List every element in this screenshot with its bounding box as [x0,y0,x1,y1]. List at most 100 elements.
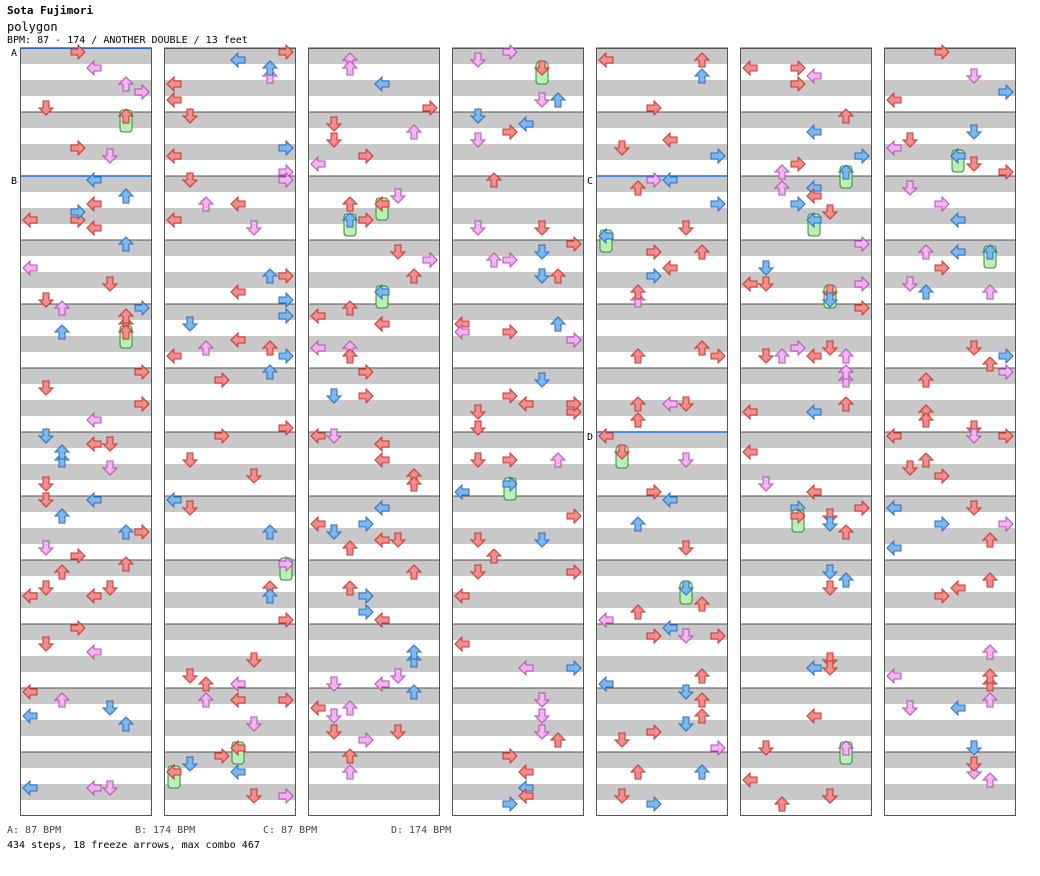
beat-stripe [740,112,872,128]
beat-stripe [884,368,1016,384]
beat-stripe [884,144,1016,160]
step-arrow-quarter-icon [454,587,470,605]
step-arrow-quarter-icon [677,396,695,412]
beat-stripe [884,528,1016,544]
beat-stripe [20,624,152,640]
step-arrow-eighth-icon [950,699,966,717]
step-arrow-sixteenth-icon [917,244,935,260]
step-arrow-quarter-icon [405,268,423,284]
step-arrow-quarter-icon [341,580,359,596]
chart-column [884,48,1016,816]
step-arrow-quarter-icon [693,596,711,612]
step-arrow-eighth-icon [261,588,279,604]
step-arrow-quarter-icon [310,699,326,717]
step-arrow-quarter-icon [389,724,407,740]
beat-stripe [884,176,1016,192]
step-summary: 434 steps, 18 freeze arrows, max combo 4… [7,840,260,851]
step-arrow-quarter-icon [613,444,631,460]
beat-stripe [884,464,1016,480]
step-arrow-quarter-icon [950,579,966,597]
step-arrow-sixteenth-icon [998,515,1014,533]
step-arrow-sixteenth-icon [901,276,919,292]
bpm-legend-b: B: 174 BPM [135,825,196,836]
step-arrow-sixteenth-icon [965,428,983,444]
step-arrow-quarter-icon [821,204,839,220]
step-arrow-quarter-icon [518,787,534,805]
step-arrow-quarter-icon [261,340,279,356]
step-arrow-quarter-icon [278,611,294,629]
step-arrow-quarter-icon [965,340,983,356]
step-arrow-sixteenth-icon [886,139,902,157]
beat-stripe [452,688,584,704]
step-arrow-quarter-icon [821,580,839,596]
beat-stripe [308,656,440,672]
step-arrow-quarter-icon [934,259,950,277]
step-arrow-sixteenth-icon [310,155,326,173]
step-arrow-quarter-icon [821,660,839,676]
beat-stripe [164,48,296,64]
beat-stripe [20,496,152,512]
step-arrow-quarter-icon [613,732,631,748]
chart-column [164,48,296,816]
step-arrow-quarter-icon [693,244,711,260]
beat-stripe [740,784,872,800]
step-arrow-quarter-icon [278,419,294,437]
step-arrow-quarter-icon [981,356,999,372]
step-arrow-eighth-icon [341,212,359,228]
step-arrow-eighth-icon [837,572,855,588]
beat-stripe [740,336,872,352]
beat-stripe [596,80,728,96]
step-arrow-quarter-icon [22,587,38,605]
beat-stripe [596,336,728,352]
step-arrow-sixteenth-icon [646,171,662,189]
beat-stripe [884,656,1016,672]
step-arrow-eighth-icon [278,139,294,157]
beat-stripe [740,208,872,224]
chart-column [740,48,872,816]
step-arrow-eighth-icon [693,68,711,84]
step-arrow-quarter-icon [934,587,950,605]
beat-stripe [740,656,872,672]
step-arrow-sixteenth-icon [245,716,263,732]
beat-stripe [884,80,1016,96]
step-arrow-quarter-icon [998,163,1014,181]
beat-stripe [164,336,296,352]
beat-stripe [164,272,296,288]
beat-stripe [452,624,584,640]
step-arrow-quarter-icon [181,108,199,124]
step-arrow-eighth-icon [117,236,135,252]
step-arrow-sixteenth-icon [981,692,999,708]
step-arrow-quarter-icon [70,139,86,157]
step-arrow-quarter-icon [806,347,822,365]
beat-stripe [740,368,872,384]
step-arrow-eighth-icon [629,516,647,532]
beat-stripe [308,304,440,320]
beat-stripe [596,784,728,800]
step-arrow-quarter-icon [166,347,182,365]
step-arrow-quarter-icon [693,708,711,724]
step-arrow-eighth-icon [965,740,983,756]
step-arrow-quarter-icon [181,452,199,468]
step-arrow-quarter-icon [117,324,135,340]
step-arrow-quarter-icon [710,347,726,365]
step-arrow-quarter-icon [469,452,487,468]
step-arrow-quarter-icon [790,59,806,77]
step-arrow-sixteenth-icon [86,411,102,429]
step-arrow-quarter-icon [341,300,359,316]
step-arrow-quarter-icon [757,740,775,756]
step-arrow-quarter-icon [310,307,326,325]
step-arrow-eighth-icon [117,524,135,540]
beat-stripe [740,48,872,64]
section-marker: C [587,176,593,187]
step-arrow-eighth-icon [806,123,822,141]
beat-stripe [884,432,1016,448]
step-arrow-eighth-icon [22,707,38,725]
step-arrow-eighth-icon [278,347,294,365]
step-arrow-quarter-icon [214,747,230,765]
step-arrow-sixteenth-icon [854,235,870,253]
step-arrow-quarter-icon [710,627,726,645]
beat-stripe [164,208,296,224]
beat-stripe [20,336,152,352]
step-arrow-quarter-icon [181,668,199,684]
step-arrow-quarter-icon [469,404,487,420]
